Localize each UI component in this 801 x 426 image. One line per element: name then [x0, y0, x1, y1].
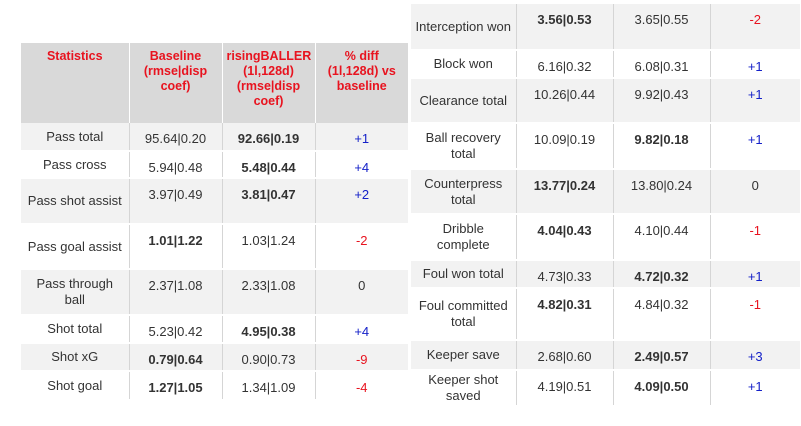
- baseline-cell: 1.01|1.22: [128, 224, 222, 270]
- diff-cell: -4: [314, 371, 408, 401]
- risingballer-cell: 9.92|0.43: [612, 78, 710, 124]
- metric-cell: Shot goal: [21, 371, 129, 401]
- baseline-cell: 95.64|0.20: [128, 123, 222, 152]
- risingballer-cell: 2.33|1.08: [221, 269, 315, 316]
- metric-cell: Pass goal assist: [21, 224, 129, 270]
- metric-cell: Foul committed total: [411, 288, 516, 341]
- risingballer-cell: 4.95|0.38: [221, 315, 315, 344]
- metric-cell: Shot total: [21, 315, 129, 344]
- baseline-cell: 4.82|0.31: [515, 288, 613, 341]
- diff-cell: 0: [709, 169, 800, 215]
- risingballer-cell: 4.09|0.50: [612, 370, 710, 407]
- table-row: Shot total 5.23|0.42 4.95|0.38 +4: [21, 315, 408, 344]
- left-table-body: Pass total 95.64|0.20 92.66|0.19 +1 Pass cro…: [21, 123, 408, 401]
- metric-cell: Keeper shot saved: [411, 370, 516, 407]
- diff-cell: +3: [709, 340, 800, 371]
- diff-cell: +2: [314, 178, 408, 225]
- diff-cell: -9: [314, 343, 408, 372]
- metric-cell: Clearance total: [411, 78, 516, 124]
- metric-cell: Foul won total: [411, 260, 516, 289]
- table-row: Pass through ball 2.37|1.08 2.33|1.08 0: [21, 269, 408, 316]
- baseline-cell: 10.09|0.19: [515, 123, 613, 170]
- diff-cell: +4: [314, 151, 408, 179]
- metric-cell: Pass total: [21, 123, 129, 152]
- diff-cell: +1: [709, 260, 800, 289]
- diff-cell: +1: [709, 78, 800, 124]
- metric-cell: Pass through ball: [21, 269, 129, 316]
- left-stats-table: Statistics Baseline (rmse|disp coef) ris…: [21, 43, 408, 401]
- baseline-cell: 6.16|0.32: [515, 50, 613, 79]
- diff-cell: +1: [709, 50, 800, 79]
- baseline-cell: 4.73|0.33: [515, 260, 613, 289]
- risingballer-cell: 4.84|0.32: [612, 288, 710, 341]
- diff-cell: 0: [314, 269, 408, 316]
- diff-cell: -1: [709, 214, 800, 261]
- table-row: Foul won total 4.73|0.33 4.72|0.32 +1: [411, 260, 800, 289]
- risingballer-cell: 92.66|0.19: [221, 123, 315, 152]
- table-row: Pass goal assist 1.01|1.22 1.03|1.24 -2: [21, 224, 408, 270]
- baseline-cell: 10.26|0.44: [515, 78, 613, 124]
- risingballer-cell: 5.48|0.44: [221, 151, 315, 179]
- baseline-cell: 4.19|0.51: [515, 370, 613, 407]
- diff-cell: +1: [709, 370, 800, 407]
- diff-cell: -2: [709, 4, 800, 51]
- header-row: Statistics Baseline (rmse|disp coef) ris…: [21, 43, 408, 123]
- risingballer-cell: 3.65|0.55: [612, 4, 710, 51]
- table-row: Dribble complete 4.04|0.43 4.10|0.44 -1: [411, 214, 800, 261]
- table-row: Foul committed total 4.82|0.31 4.84|0.32 -1: [411, 288, 800, 341]
- right-table-body: Interception won 3.56|0.53 3.65|0.55 -2 Bloc…: [411, 4, 800, 407]
- table-row: Ball recovery total 10.09|0.19 9.82|0.18 +1: [411, 123, 800, 170]
- metric-cell: Pass cross: [21, 151, 129, 179]
- diff-cell: +1: [314, 123, 408, 152]
- baseline-cell: 3.56|0.53: [515, 4, 613, 51]
- table-row: Pass total 95.64|0.20 92.66|0.19 +1: [21, 123, 408, 152]
- metric-cell: Block won: [411, 50, 516, 79]
- table-row: Pass shot assist 3.97|0.49 3.81|0.47 +2: [21, 178, 408, 225]
- risingballer-cell: 2.49|0.57: [612, 340, 710, 371]
- diff-cell: +1: [709, 123, 800, 170]
- baseline-cell: 4.04|0.43: [515, 214, 613, 261]
- baseline-cell: 1.27|1.05: [128, 371, 222, 401]
- risingballer-cell: 4.72|0.32: [612, 260, 710, 289]
- baseline-cell: 13.77|0.24: [515, 169, 613, 215]
- table-row: Shot goal 1.27|1.05 1.34|1.09 -4: [21, 371, 408, 401]
- risingballer-cell: 4.10|0.44: [612, 214, 710, 261]
- metric-cell: Counterpress total: [411, 169, 516, 215]
- risingballer-cell: 0.90|0.73: [221, 343, 315, 372]
- baseline-cell: 5.23|0.42: [128, 315, 222, 344]
- header-percent-diff: % diff (1l,128d) vs baseline: [314, 43, 408, 123]
- table-row: Pass cross 5.94|0.48 5.48|0.44 +4: [21, 151, 408, 179]
- table-row: Interception won 3.56|0.53 3.65|0.55 -2: [411, 4, 800, 51]
- risingballer-cell: 13.80|0.24: [612, 169, 710, 215]
- baseline-cell: 2.37|1.08: [128, 269, 222, 316]
- baseline-cell: 0.79|0.64: [128, 343, 222, 372]
- risingballer-cell: 1.34|1.09: [221, 371, 315, 401]
- risingballer-cell: 3.81|0.47: [221, 178, 315, 225]
- table-row: Keeper save 2.68|0.60 2.49|0.57 +3: [411, 340, 800, 371]
- metric-cell: Shot xG: [21, 343, 129, 372]
- table-row: Clearance total 10.26|0.44 9.92|0.43 +1: [411, 78, 800, 124]
- header-statistics: Statistics: [21, 43, 129, 123]
- header-risingballer: risingBALLER (1l,128d) (rmse|disp coef): [221, 43, 315, 123]
- table-row: Block won 6.16|0.32 6.08|0.31 +1: [411, 50, 800, 79]
- table-row: Counterpress total 13.77|0.24 13.80|0.24 0: [411, 169, 800, 215]
- risingballer-cell: 9.82|0.18: [612, 123, 710, 170]
- diff-cell: +4: [314, 315, 408, 344]
- metric-cell: Keeper save: [411, 340, 516, 371]
- right-stats-table: Interception won 3.56|0.53 3.65|0.55 -2 Bloc…: [411, 4, 800, 407]
- diff-cell: -1: [709, 288, 800, 341]
- baseline-cell: 3.97|0.49: [128, 178, 222, 225]
- metric-cell: Interception won: [411, 4, 516, 51]
- baseline-cell: 2.68|0.60: [515, 340, 613, 371]
- metric-cell: Ball recovery total: [411, 123, 516, 170]
- table-row: Keeper shot saved 4.19|0.51 4.09|0.50 +1: [411, 370, 800, 407]
- metric-cell: Dribble complete: [411, 214, 516, 261]
- metric-cell: Pass shot assist: [21, 178, 129, 225]
- risingballer-cell: 1.03|1.24: [221, 224, 315, 270]
- header-baseline: Baseline (rmse|disp coef): [128, 43, 222, 123]
- risingballer-cell: 6.08|0.31: [612, 50, 710, 79]
- baseline-cell: 5.94|0.48: [128, 151, 222, 179]
- diff-cell: -2: [314, 224, 408, 270]
- table-row: Shot xG 0.79|0.64 0.90|0.73 -9: [21, 343, 408, 372]
